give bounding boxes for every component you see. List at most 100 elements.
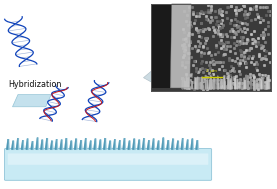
Polygon shape — [247, 82, 248, 89]
Polygon shape — [236, 79, 237, 89]
Polygon shape — [187, 78, 188, 89]
Polygon shape — [184, 81, 185, 89]
Polygon shape — [224, 78, 225, 89]
Polygon shape — [89, 141, 91, 149]
Polygon shape — [261, 77, 262, 89]
Polygon shape — [210, 75, 211, 89]
Polygon shape — [201, 77, 202, 89]
Polygon shape — [214, 82, 215, 89]
Bar — [151, 4, 271, 91]
Polygon shape — [201, 77, 202, 89]
Polygon shape — [70, 141, 72, 149]
Polygon shape — [244, 78, 245, 89]
Polygon shape — [144, 138, 145, 149]
FancyBboxPatch shape — [8, 153, 208, 165]
Polygon shape — [186, 140, 189, 149]
Polygon shape — [259, 78, 260, 89]
Polygon shape — [255, 81, 256, 89]
Polygon shape — [229, 75, 230, 89]
Polygon shape — [256, 83, 257, 89]
Polygon shape — [147, 140, 150, 149]
Polygon shape — [245, 80, 246, 89]
Polygon shape — [186, 76, 187, 89]
Polygon shape — [84, 138, 86, 149]
Polygon shape — [149, 140, 150, 149]
Polygon shape — [205, 75, 206, 89]
Polygon shape — [230, 80, 231, 89]
Polygon shape — [55, 139, 57, 149]
Polygon shape — [185, 81, 186, 89]
Polygon shape — [269, 75, 270, 89]
Polygon shape — [162, 138, 164, 149]
Polygon shape — [211, 77, 212, 89]
Polygon shape — [75, 139, 76, 149]
Polygon shape — [197, 82, 198, 89]
Polygon shape — [21, 140, 24, 149]
Polygon shape — [7, 139, 8, 149]
Polygon shape — [71, 141, 72, 149]
Polygon shape — [194, 77, 196, 89]
Bar — [151, 5, 172, 88]
Polygon shape — [66, 138, 67, 149]
Polygon shape — [134, 139, 135, 149]
Polygon shape — [41, 140, 43, 149]
Polygon shape — [113, 139, 116, 149]
Polygon shape — [266, 82, 267, 89]
Polygon shape — [196, 78, 197, 89]
Polygon shape — [26, 139, 27, 149]
Polygon shape — [200, 77, 201, 89]
Polygon shape — [147, 140, 149, 149]
Polygon shape — [197, 77, 198, 89]
Polygon shape — [81, 140, 82, 149]
Polygon shape — [8, 139, 9, 149]
Polygon shape — [176, 141, 179, 149]
Polygon shape — [41, 140, 42, 149]
Polygon shape — [241, 79, 242, 89]
Polygon shape — [13, 141, 14, 149]
Polygon shape — [224, 76, 225, 89]
Polygon shape — [139, 140, 140, 149]
Polygon shape — [123, 138, 124, 149]
Polygon shape — [198, 78, 199, 89]
Polygon shape — [206, 81, 207, 89]
Polygon shape — [47, 138, 48, 149]
Polygon shape — [50, 141, 53, 149]
Polygon shape — [239, 81, 240, 89]
Polygon shape — [178, 141, 179, 149]
Polygon shape — [220, 79, 221, 89]
Polygon shape — [26, 139, 29, 149]
Polygon shape — [45, 138, 47, 149]
Polygon shape — [201, 82, 202, 89]
Polygon shape — [113, 139, 115, 149]
Polygon shape — [12, 141, 13, 149]
Polygon shape — [94, 139, 96, 149]
Polygon shape — [228, 75, 229, 89]
Polygon shape — [213, 84, 214, 89]
Bar — [151, 4, 271, 91]
Polygon shape — [105, 138, 106, 149]
Polygon shape — [115, 139, 116, 149]
Polygon shape — [217, 76, 218, 89]
Polygon shape — [65, 138, 66, 149]
Polygon shape — [12, 141, 14, 149]
Polygon shape — [45, 138, 48, 149]
Polygon shape — [231, 84, 232, 89]
Polygon shape — [36, 138, 39, 149]
Polygon shape — [224, 81, 225, 89]
Polygon shape — [173, 139, 174, 149]
Polygon shape — [196, 140, 197, 149]
Polygon shape — [55, 139, 58, 149]
Polygon shape — [191, 81, 193, 89]
Polygon shape — [224, 78, 225, 89]
Polygon shape — [12, 94, 51, 107]
Polygon shape — [94, 139, 95, 149]
Polygon shape — [75, 139, 77, 149]
Polygon shape — [152, 139, 153, 149]
Polygon shape — [246, 75, 247, 89]
Polygon shape — [266, 77, 268, 89]
Polygon shape — [110, 141, 111, 149]
Polygon shape — [207, 81, 208, 89]
Polygon shape — [167, 140, 168, 149]
Polygon shape — [202, 77, 203, 89]
Text: 2 μm: 2 μm — [206, 69, 217, 73]
